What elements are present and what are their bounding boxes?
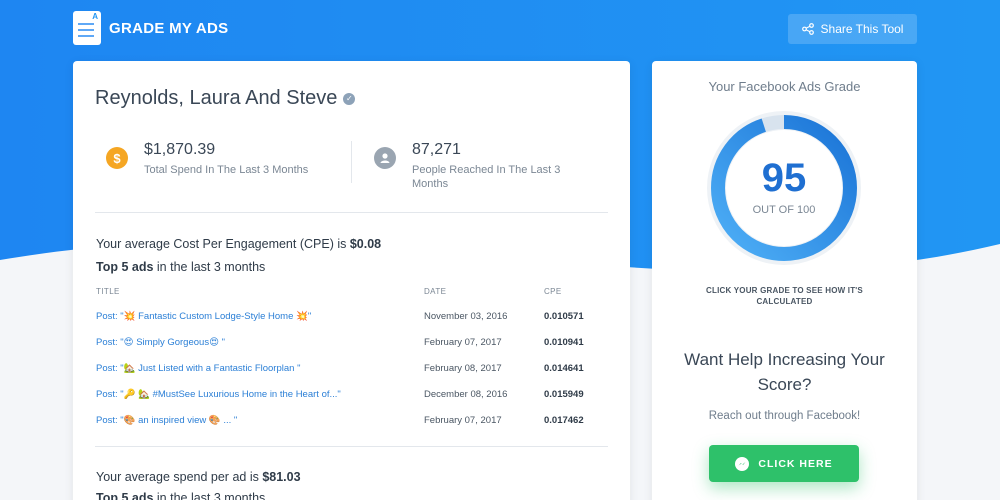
grade-progress-arc bbox=[711, 115, 857, 261]
grade-out-of: OUT OF 100 bbox=[752, 204, 816, 216]
table-row: Post: "😍 Simply Gorgeous😍 " February 07,… bbox=[96, 337, 596, 353]
column-header-date: DATE bbox=[424, 287, 447, 296]
stat-divider bbox=[351, 141, 352, 183]
table-row: Post: "🔑 🏡 #MustSee Luxurious Home in th… bbox=[96, 389, 596, 405]
ad-cpe: 0.010571 bbox=[544, 311, 584, 322]
grade-gauge[interactable]: 95 OUT OF 100 bbox=[704, 108, 864, 268]
ad-date: November 03, 2016 bbox=[424, 311, 508, 322]
account-name-text: Reynolds, Laura And Steve bbox=[95, 87, 338, 109]
cpe-summary: Your average Cost Per Engagement (CPE) i… bbox=[96, 237, 381, 251]
spend-summary-value: $81.03 bbox=[262, 470, 301, 484]
account-report-card: Reynolds, Laura And Steve ✓ $ $1,870.39 … bbox=[73, 61, 630, 500]
help-title: Want Help Increasing Your Score? bbox=[684, 350, 885, 394]
ad-title-link[interactable]: Post: "🎨 an inspired view 🎨 ... " bbox=[96, 415, 238, 426]
total-spend-stat: $ $1,870.39 Total Spend In The Last 3 Mo… bbox=[106, 141, 314, 177]
table-row: Post: "🎨 an inspired view 🎨 ... " Februa… bbox=[96, 415, 596, 431]
ad-date: February 08, 2017 bbox=[424, 363, 502, 374]
click-here-button[interactable]: CLICK HERE bbox=[709, 445, 859, 482]
people-reached-stat: 87,271 People Reached In The Last 3 Mont… bbox=[374, 141, 587, 191]
column-header-cpe: CPE bbox=[544, 287, 562, 296]
user-icon bbox=[374, 147, 396, 169]
verified-check-icon: ✓ bbox=[343, 92, 356, 105]
ad-cpe: 0.014641 bbox=[544, 363, 584, 374]
ad-date: December 08, 2016 bbox=[424, 389, 508, 400]
people-reached-value: 87,271 bbox=[412, 141, 461, 158]
spend-summary: Your average spend per ad is $81.03 bbox=[96, 470, 301, 484]
share-tool-button[interactable]: Share This Tool bbox=[788, 14, 917, 44]
cpe-top-ads-heading: Top 5 ads in the last 3 months bbox=[96, 260, 265, 274]
grade-ring bbox=[707, 111, 861, 265]
ad-cpe: 0.017462 bbox=[544, 415, 584, 426]
top-ads-prefix: Top 5 ads bbox=[96, 260, 154, 274]
grade-calculation-link[interactable]: CLICK YOUR GRADE TO SEE HOW IT'S CALCULA… bbox=[706, 286, 863, 306]
share-label: Share This Tool bbox=[820, 22, 904, 36]
grade-title: Your Facebook Ads Grade bbox=[708, 79, 861, 94]
dollar-coin-icon: $ bbox=[106, 147, 128, 169]
top-ads-suffix: in the last 3 months bbox=[153, 491, 266, 500]
column-header-title: TITLE bbox=[96, 287, 120, 296]
people-reached-label: People Reached In The Last 3 Months bbox=[412, 164, 561, 190]
cpe-summary-text: Your average Cost Per Engagement (CPE) i… bbox=[96, 237, 350, 251]
checklist-icon: A bbox=[73, 11, 101, 45]
account-name: Reynolds, Laura And Steve ✓ bbox=[95, 87, 356, 110]
grade-value: 95 bbox=[761, 156, 807, 200]
total-spend-label: Total Spend In The Last 3 Months bbox=[144, 164, 309, 176]
logo-text: GRADE MY ADS bbox=[109, 19, 229, 37]
ad-title-link[interactable]: Post: "😍 Simply Gorgeous😍 " bbox=[96, 337, 225, 348]
table-row: Post: "🏡 Just Listed with a Fantastic Fl… bbox=[96, 363, 596, 379]
section-divider bbox=[95, 212, 608, 213]
ad-title-link[interactable]: Post: "💥 Fantastic Custom Lodge-Style Ho… bbox=[96, 311, 312, 322]
top-ads-suffix: in the last 3 months bbox=[153, 260, 266, 274]
spend-summary-text: Your average spend per ad is bbox=[96, 470, 263, 484]
top-bar: A GRADE MY ADS Share This Tool bbox=[0, 0, 1000, 60]
ad-date: February 07, 2017 bbox=[424, 415, 502, 426]
spend-top-ads-heading: Top 5 ads in the last 3 months bbox=[96, 491, 265, 500]
ad-cpe: 0.010941 bbox=[544, 337, 584, 348]
grade-card: Your Facebook Ads Grade 95 OUT OF 100 CL… bbox=[652, 61, 917, 500]
table-row: Post: "💥 Fantastic Custom Lodge-Style Ho… bbox=[96, 311, 596, 327]
cpe-summary-value: $0.08 bbox=[349, 237, 382, 251]
total-spend-value: $1,870.39 bbox=[144, 141, 216, 158]
section-divider bbox=[95, 446, 608, 447]
click-here-label: CLICK HERE bbox=[758, 457, 833, 470]
ad-date: February 07, 2017 bbox=[424, 337, 502, 348]
messenger-icon bbox=[735, 456, 750, 471]
ad-title-link[interactable]: Post: "🏡 Just Listed with a Fantastic Fl… bbox=[96, 363, 301, 374]
share-icon bbox=[801, 23, 814, 35]
ad-cpe: 0.015949 bbox=[544, 389, 584, 400]
ad-title-link[interactable]: Post: "🔑 🏡 #MustSee Luxurious Home in th… bbox=[96, 389, 341, 400]
logo[interactable]: A GRADE MY ADS bbox=[73, 11, 228, 45]
reach-out-text: Reach out through Facebook! bbox=[708, 410, 861, 422]
top-ads-prefix: Top 5 ads bbox=[96, 491, 154, 500]
